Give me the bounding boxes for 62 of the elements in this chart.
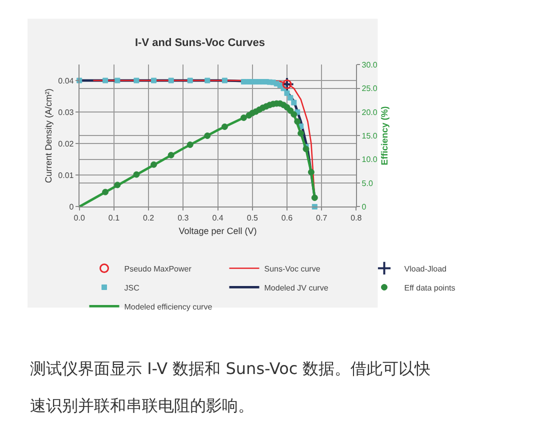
- x-tick-label: 0.4: [212, 213, 224, 222]
- point: [298, 130, 304, 137]
- point: [240, 114, 247, 121]
- point: [151, 78, 157, 84]
- x-tick-label: 0.7: [316, 213, 328, 222]
- legend-label: Pseudo MaxPower: [124, 264, 192, 274]
- y2-tick-label: 10.0: [362, 155, 378, 164]
- point: [168, 78, 174, 84]
- y2-tick-label: 5.0: [362, 178, 374, 188]
- y2-axis-title: Efficiency (%): [380, 106, 390, 166]
- point: [284, 90, 290, 96]
- y-tick-label: 0.02: [58, 139, 74, 148]
- x-tick-label: 0.0: [74, 213, 86, 222]
- point: [114, 78, 120, 84]
- x-tick-label: 0.5: [246, 213, 258, 222]
- legend-label: Vload-Jload: [404, 264, 447, 274]
- point: [102, 78, 108, 84]
- point: [308, 168, 314, 176]
- y-tick-label: 0: [69, 202, 74, 212]
- point: [150, 161, 158, 168]
- legend-label: JSC: [124, 283, 140, 292]
- legend-label: Suns-Voc curve: [264, 264, 321, 274]
- y2-tick-label: 0: [362, 202, 367, 212]
- point: [311, 194, 318, 201]
- legend-label: Modeled efficiency curve: [124, 302, 213, 312]
- y2-tick-label: 20.0: [362, 108, 378, 117]
- point: [114, 182, 121, 188]
- y-tick-label: 0.03: [58, 108, 74, 117]
- x-tick-label: 0.2: [143, 213, 155, 222]
- legend-label: Modeled JV curve: [264, 283, 329, 292]
- text: 速识别并联和串联电阻的影响。: [30, 396, 254, 415]
- y2-tick-label: 25.0: [362, 84, 378, 94]
- point: [102, 188, 109, 196]
- point: [302, 146, 310, 152]
- y2-tick-label: 15.0: [362, 132, 378, 141]
- x-tick-label: 0.1: [108, 213, 120, 222]
- point: [168, 152, 174, 158]
- x-tick-label: 0.6: [281, 213, 294, 222]
- point: [240, 79, 246, 85]
- point: [133, 171, 140, 178]
- x-axis-title: Voltage per Cell (V): [178, 226, 257, 236]
- x-tick-label: 0.3: [178, 213, 190, 222]
- y-tick-label: 0.01: [58, 170, 74, 180]
- y2-tick-label: 30.0: [362, 60, 378, 70]
- point: [134, 78, 140, 84]
- y-axis-title: Current Density (A/cm²): [44, 88, 54, 183]
- point: [204, 132, 211, 139]
- chart-title: I-V and Suns-Voc Curves: [135, 36, 265, 49]
- point: [291, 100, 297, 106]
- point: [222, 78, 228, 84]
- point: [294, 118, 301, 125]
- point: [221, 123, 228, 130]
- point: [282, 80, 292, 90]
- point: [187, 78, 193, 84]
- y-tick-label: 0.04: [58, 76, 74, 86]
- x-tick-label: 0.8: [350, 213, 362, 222]
- point: [186, 141, 194, 148]
- point: [290, 111, 298, 118]
- legend-label: Eff data points: [404, 283, 456, 292]
- point: [288, 95, 294, 101]
- point: [204, 78, 210, 84]
- text: 测试仪界面显示 I-V 数据和 Suns-Voc 数据。借此可以快: [30, 359, 431, 378]
